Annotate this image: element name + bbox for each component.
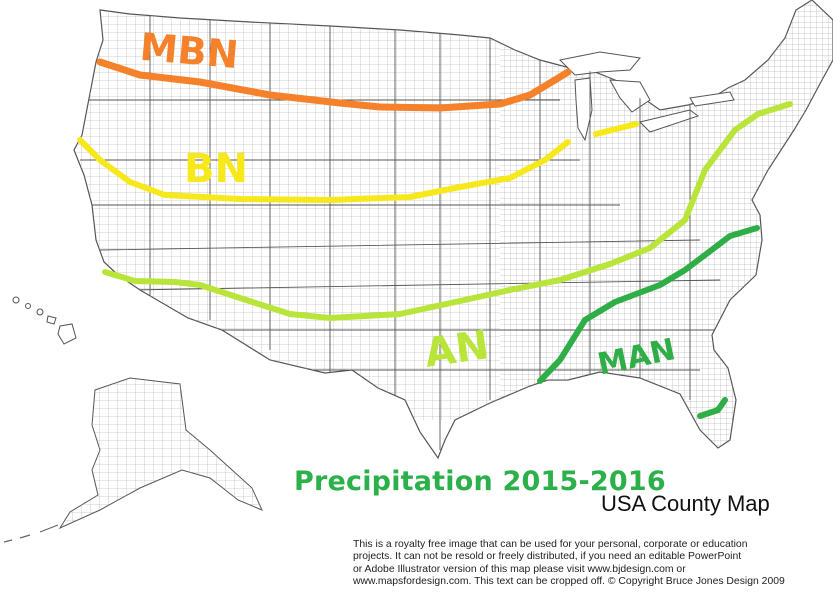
lake-erie bbox=[639, 109, 700, 133]
lake-superior bbox=[558, 51, 641, 76]
man-line bbox=[537, 225, 760, 384]
an-line bbox=[102, 101, 793, 321]
map-subtitle: USA County Map bbox=[601, 491, 770, 516]
zone-label-an: AN bbox=[422, 322, 492, 377]
zone-lines bbox=[77, 58, 793, 419]
mbn-line bbox=[96, 58, 572, 112]
man-line-florida bbox=[697, 397, 728, 419]
bn-line-east bbox=[593, 121, 639, 137]
copyright-notice: This is a royalty free image that can be… bbox=[353, 539, 823, 589]
credit-line: or Adobe Illustrator version of this map… bbox=[353, 563, 686, 575]
credit-line: www.mapsfordesign.com. This text can be … bbox=[353, 576, 785, 588]
alaska bbox=[3, 377, 263, 543]
lake-ontario bbox=[689, 91, 735, 107]
bn-line bbox=[77, 137, 571, 203]
zone-label-mbn: MBN bbox=[138, 25, 240, 77]
hawaii bbox=[12, 296, 77, 345]
page-title: Precipitation 2015-2016 bbox=[294, 466, 666, 497]
credit-line: projects. It can not be resold or freely… bbox=[353, 551, 742, 563]
credit-line: This is a royalty free image that can be… bbox=[353, 539, 748, 550]
zone-label-bn: BN bbox=[184, 146, 248, 192]
